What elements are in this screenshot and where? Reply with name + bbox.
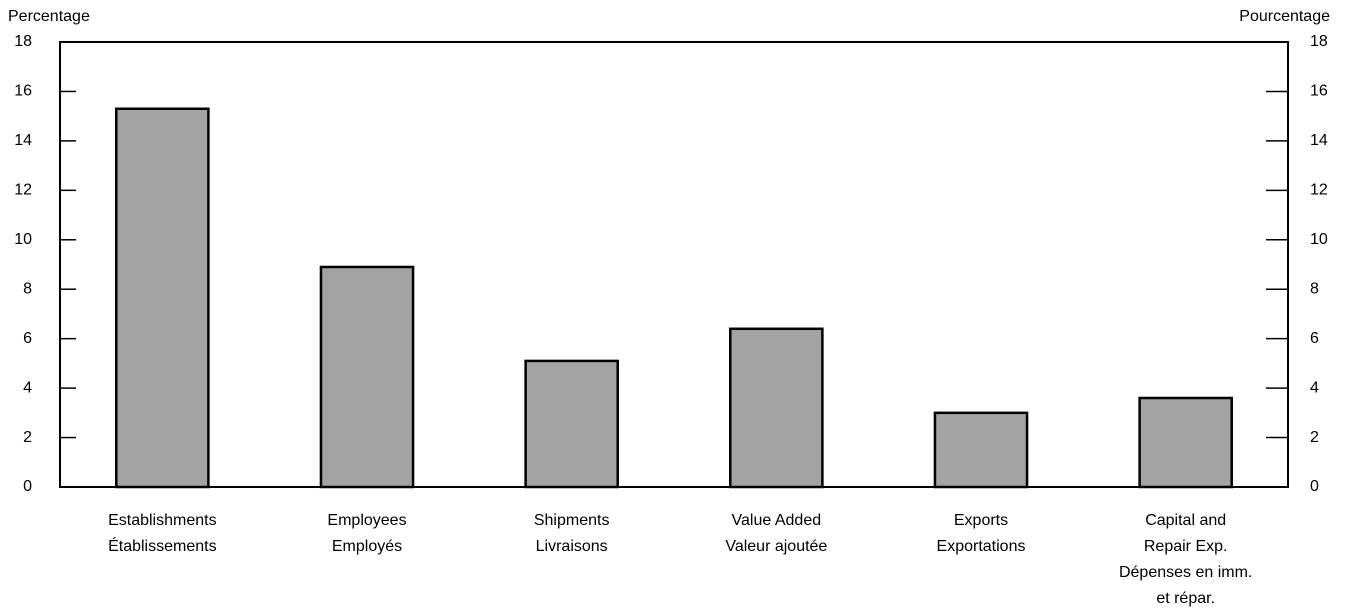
- y2-axis-label: Pourcentage: [1239, 8, 1330, 25]
- bar: [524, 359, 619, 489]
- x-tick-label: Exports: [954, 512, 1008, 529]
- x-tick-label: Establishments: [108, 512, 217, 529]
- y2-tick-label: 2: [1310, 429, 1319, 446]
- x-tick-label: Repair Exp.: [1144, 538, 1228, 555]
- bar: [1138, 396, 1233, 489]
- x-tick-label: Valeur ajoutée: [725, 538, 827, 555]
- y2-tick-label: 12: [1310, 182, 1328, 199]
- x-tick-label: Exportations: [937, 538, 1026, 555]
- y2-tick-label: 0: [1310, 478, 1319, 495]
- x-tick-label: Shipments: [534, 512, 610, 529]
- y2-tick-label: 10: [1310, 231, 1328, 248]
- y-tick-label: 4: [23, 379, 32, 396]
- x-tick-label: Établissements: [108, 536, 217, 555]
- y2-tick-label: 16: [1310, 83, 1328, 100]
- y-tick-label: 0: [23, 478, 32, 495]
- y2-tick-label: 8: [1310, 280, 1319, 297]
- x-tick-label: Capital and: [1145, 512, 1226, 529]
- y2-tick-label: 4: [1310, 379, 1319, 396]
- y-tick-label: 16: [14, 83, 32, 100]
- bar: [319, 265, 415, 489]
- y-tick-label: 6: [23, 330, 32, 347]
- bar: [933, 411, 1029, 489]
- y-tick-label: 10: [14, 231, 32, 248]
- y-tick-label: 18: [14, 33, 32, 50]
- y-tick-label: 12: [14, 182, 32, 199]
- y2-tick-label: 6: [1310, 330, 1319, 347]
- y-tick-label: 2: [23, 429, 32, 446]
- x-tick-label: Livraisons: [536, 538, 608, 555]
- plot-frame: [59, 41, 1289, 488]
- y2-tick-label: 18: [1310, 33, 1328, 50]
- bar: [729, 327, 824, 489]
- y-tick-label: 14: [14, 132, 32, 149]
- y2-tick-label: 14: [1310, 132, 1328, 149]
- x-tick-label: Employés: [332, 538, 402, 555]
- x-tick-label: et répar.: [1156, 590, 1215, 607]
- y-tick-label: 8: [23, 280, 32, 297]
- bar: [115, 107, 210, 489]
- x-tick-label: Employees: [327, 512, 406, 529]
- y-axis-label: Percentage: [8, 8, 90, 25]
- x-tick-label: Value Added: [732, 512, 822, 529]
- x-tick-label: Dépenses en imm.: [1119, 564, 1252, 581]
